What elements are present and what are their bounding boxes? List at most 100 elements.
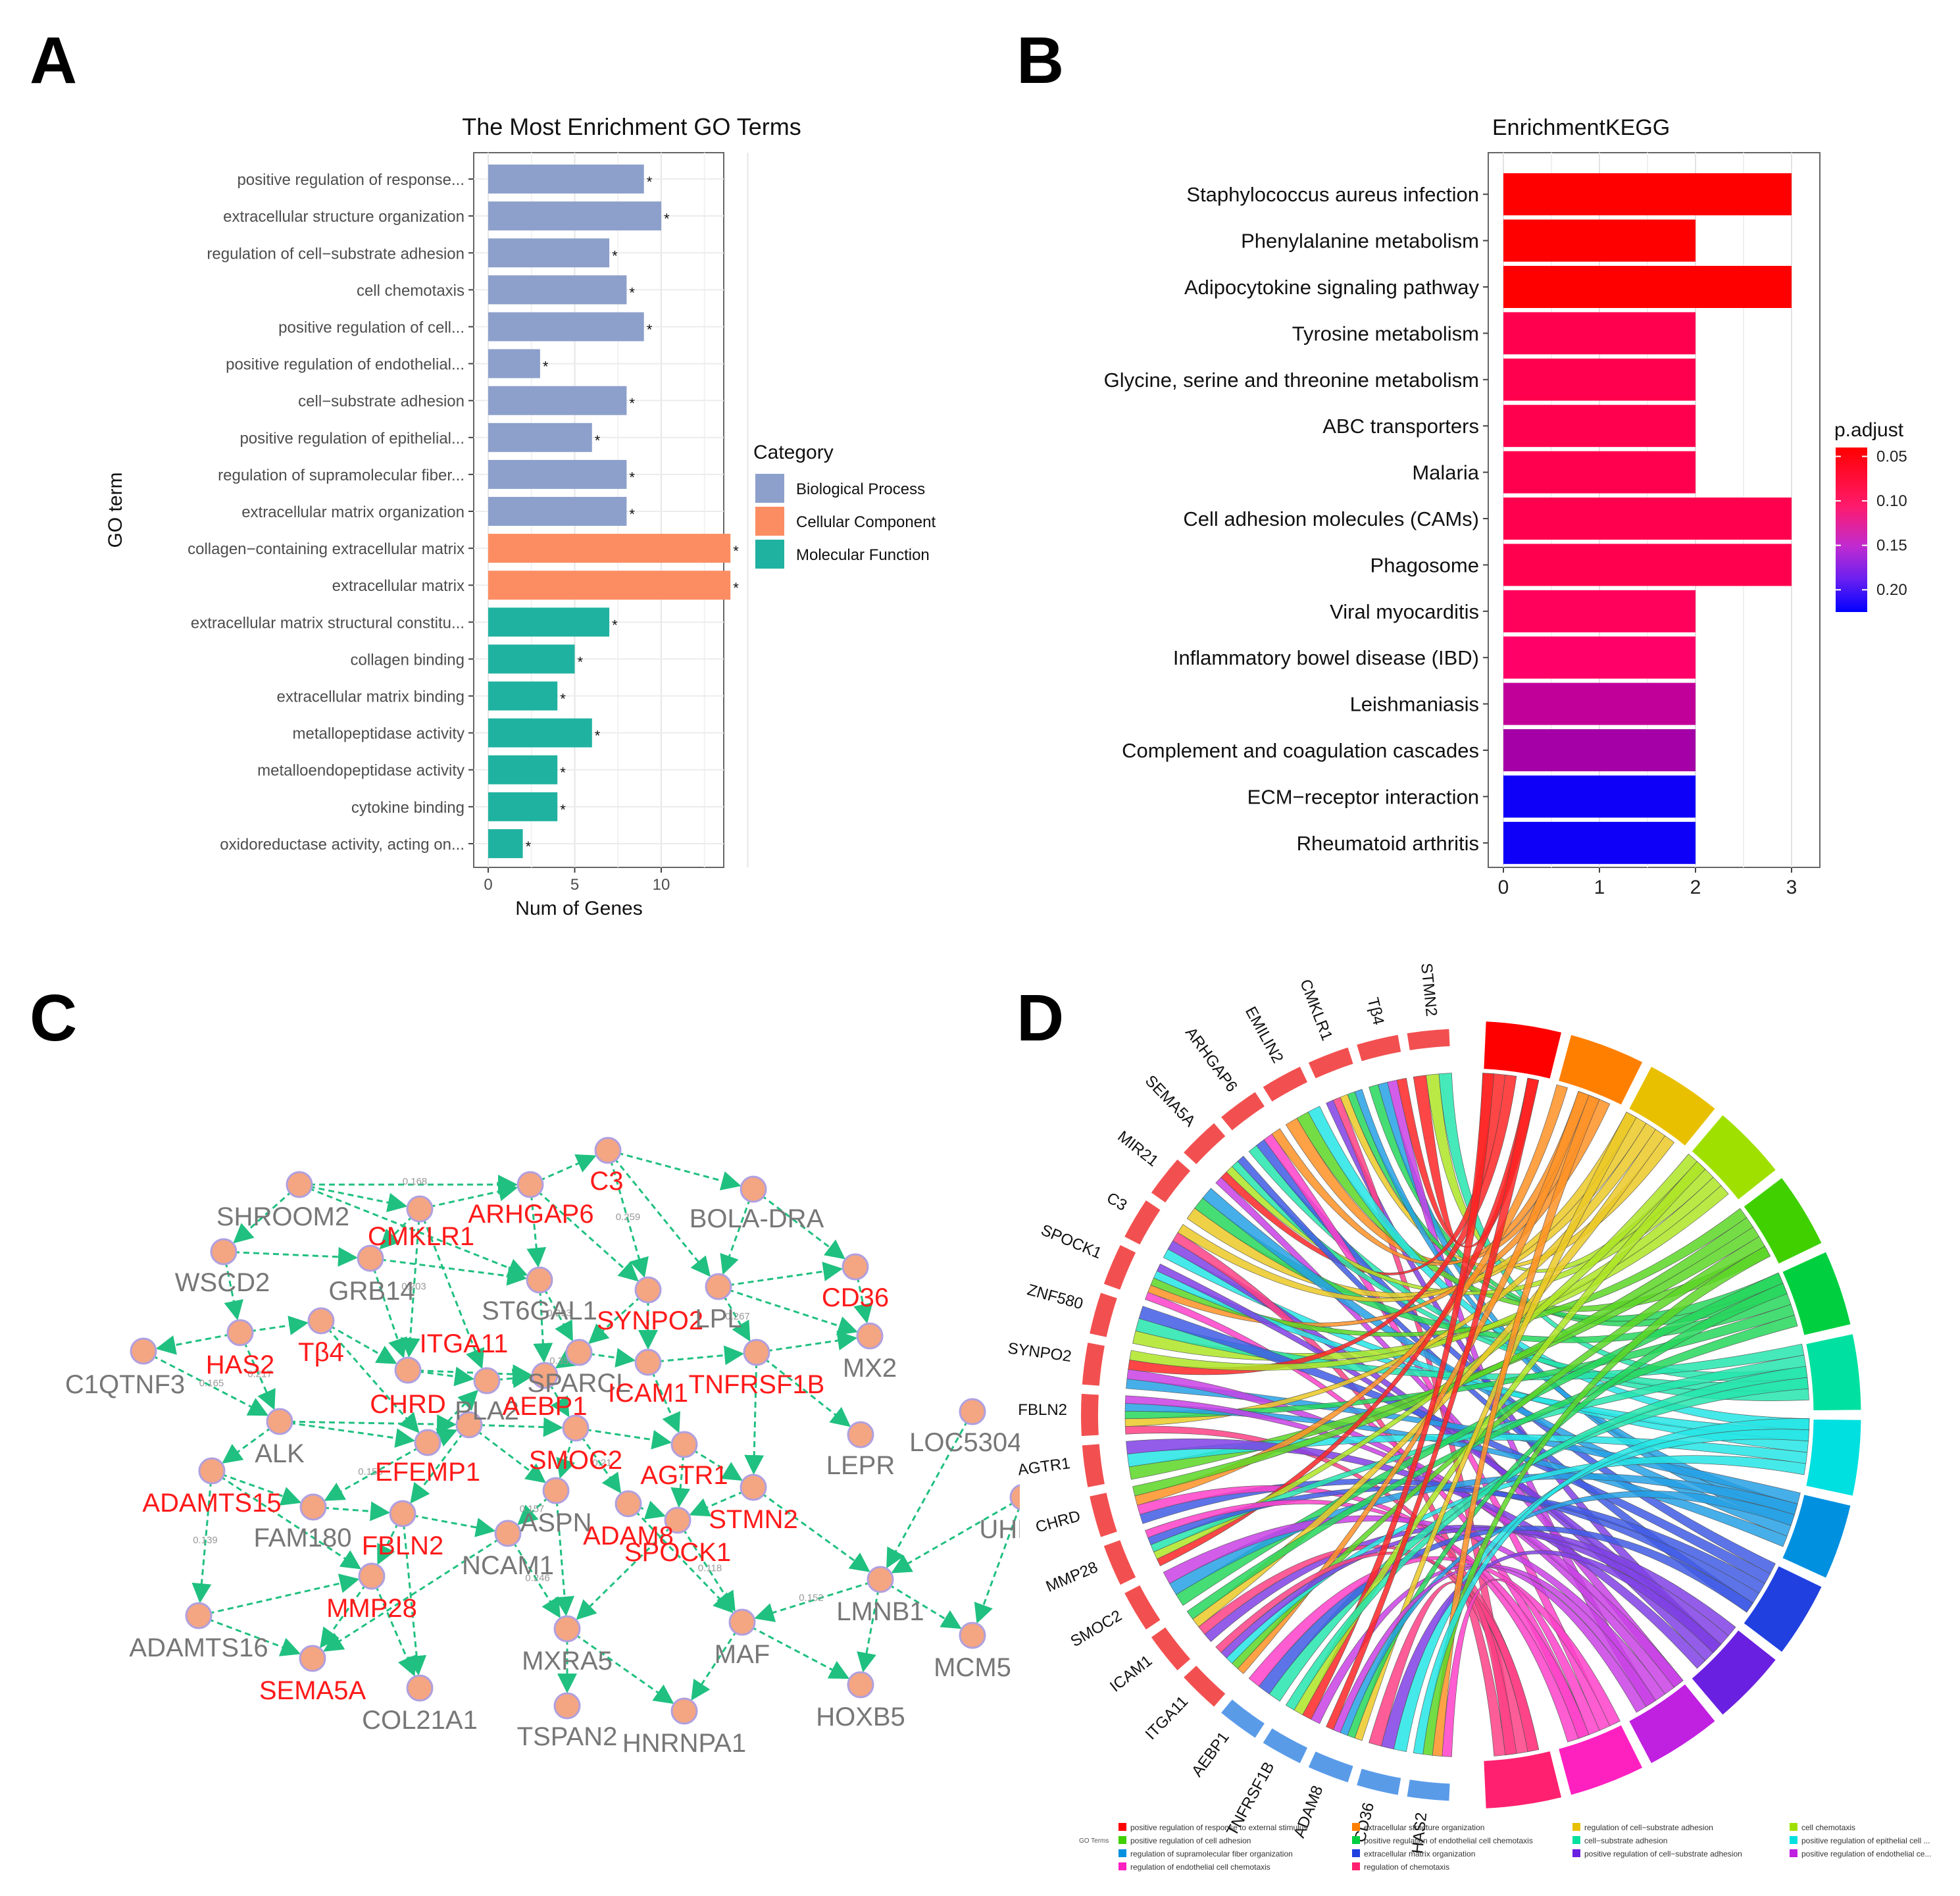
chart-title: EnrichmentKEGG xyxy=(1492,115,1670,140)
network-node xyxy=(516,1171,544,1198)
legend-label: extracellular matrix organization xyxy=(1364,1849,1475,1858)
term-arc xyxy=(1741,1564,1824,1655)
edge-weight-label: 0.165 xyxy=(199,1378,224,1389)
bar xyxy=(1503,636,1696,679)
gene-label: SEMA5A xyxy=(1142,1072,1199,1131)
network-node xyxy=(307,1307,335,1335)
tick-label: 5 xyxy=(570,876,579,894)
significance-marker: * xyxy=(733,543,739,559)
edge-weight-label: 0.152 xyxy=(799,1593,824,1604)
term-label: Leishmaniasis xyxy=(1350,693,1479,716)
node-label: COL21A1 xyxy=(362,1706,478,1735)
bar xyxy=(488,497,627,526)
colorbar-tick-label: 0.15 xyxy=(1876,537,1907,555)
legend-swatch xyxy=(1790,1836,1797,1844)
panel-label-b: B xyxy=(1017,24,1065,97)
network-node xyxy=(959,1398,986,1425)
node-label: TSPAN2 xyxy=(517,1722,618,1751)
network-edge xyxy=(891,1498,1020,1574)
colorbar-title: p.adjust xyxy=(1834,419,1904,441)
gene-label: Tβ4 xyxy=(1364,996,1388,1027)
bar xyxy=(488,459,627,489)
chord-ribbon xyxy=(1127,1433,1808,1468)
significance-marker: * xyxy=(612,247,618,264)
node-label: HAS2 xyxy=(206,1350,275,1379)
bar xyxy=(488,349,540,378)
chord-ribbon xyxy=(1237,1090,1590,1674)
term-label: positive regulation of epithelial... xyxy=(239,430,465,448)
network-node xyxy=(867,1566,894,1593)
node-label: SPARCL xyxy=(527,1369,630,1398)
network-edge xyxy=(628,1500,666,1520)
tick-label: 0 xyxy=(484,876,492,894)
gene-label: ARHGAP6 xyxy=(1182,1024,1241,1095)
chord-ribbon xyxy=(1134,1084,1568,1506)
bar xyxy=(1503,682,1696,725)
network-edge xyxy=(418,1208,485,1370)
chord-ribbon xyxy=(1138,1306,1771,1584)
gene-label: FBLN2 xyxy=(1018,1401,1067,1419)
panel-label-d: D xyxy=(1017,981,1065,1055)
bar xyxy=(1503,173,1792,216)
colorbar-tick-label: 0.20 xyxy=(1876,581,1907,599)
node-label: ICAM1 xyxy=(608,1379,688,1408)
term-label: cytokine binding xyxy=(351,799,465,817)
network-edge xyxy=(556,1427,577,1479)
network-edge xyxy=(320,1320,420,1433)
chord-ribbon xyxy=(1294,1161,1706,1716)
legend-swatch xyxy=(1790,1823,1797,1831)
network-node xyxy=(565,1339,593,1366)
term-arc xyxy=(1689,1627,1778,1718)
chord-ribbon xyxy=(1124,1395,1684,1688)
gene-arc xyxy=(1149,1158,1192,1204)
bar xyxy=(488,312,644,342)
gene-arc xyxy=(1355,1033,1403,1063)
bar xyxy=(1503,358,1696,401)
tick-label: 0 xyxy=(1498,877,1509,898)
significance-marker: * xyxy=(595,728,601,744)
term-arc xyxy=(1556,1033,1646,1108)
tick-label: 10 xyxy=(653,876,670,894)
term-label: Phenylalanine metabolism xyxy=(1241,230,1479,253)
significance-marker: * xyxy=(543,359,549,375)
legend-swatch xyxy=(1572,1849,1580,1857)
bar xyxy=(488,829,523,858)
term-arc xyxy=(1556,1722,1646,1797)
edge-weight-label: 0.246 xyxy=(525,1573,550,1584)
bar xyxy=(1503,405,1696,448)
gene-label: SYNPO2 xyxy=(1007,1339,1072,1366)
term-label: Complement and coagulation cascades xyxy=(1122,739,1479,762)
term-arc xyxy=(1482,1749,1564,1810)
term-label: Inflammatory bowel disease (IBD) xyxy=(1173,646,1479,669)
bar xyxy=(1503,590,1696,632)
chart-title: The Most Enrichment GO Terms xyxy=(462,113,801,140)
legend-label: cell chemotaxis xyxy=(1801,1823,1855,1832)
node-label: FAM180 xyxy=(254,1524,352,1552)
gene-label: SMOC2 xyxy=(1068,1607,1125,1651)
network-edge xyxy=(468,1423,546,1483)
gene-arc xyxy=(1182,1664,1228,1709)
node-label: ST6GAL1 xyxy=(482,1296,597,1325)
bar xyxy=(488,718,592,748)
network-node xyxy=(198,1457,226,1485)
gene-label: HAS2 xyxy=(1409,1812,1430,1855)
node-label: ADAMTS16 xyxy=(129,1633,268,1662)
node-label: LMNB1 xyxy=(836,1597,924,1626)
network-node xyxy=(615,1490,642,1518)
node-label: MAF xyxy=(715,1640,770,1669)
network-node xyxy=(286,1171,313,1198)
network-node xyxy=(406,1674,434,1702)
network-edge xyxy=(530,1183,639,1282)
chord-ribbon xyxy=(1124,1403,1788,1547)
chord-ribbon xyxy=(1326,1077,1540,1730)
network-edge xyxy=(575,1427,672,1450)
network-edge xyxy=(486,1368,533,1389)
tick-label: 3 xyxy=(1786,877,1797,898)
network-edge xyxy=(370,1576,416,1677)
network-edge xyxy=(647,1345,745,1366)
significance-marker: * xyxy=(612,617,618,633)
network-edge xyxy=(857,1579,882,1673)
network-edge xyxy=(369,1258,407,1358)
network-edge xyxy=(627,1502,734,1614)
significance-marker: * xyxy=(629,469,635,486)
